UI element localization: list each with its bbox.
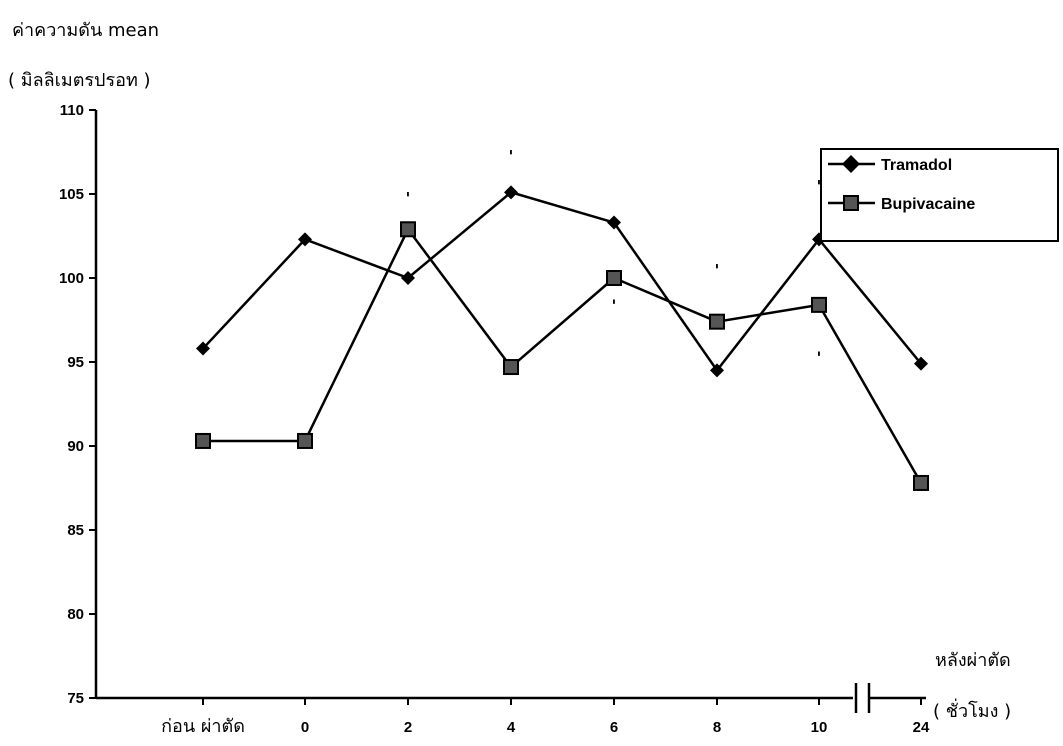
significance-mark: ' — [817, 348, 822, 367]
x-tick-label: ก่อน ผ่าตัด — [161, 716, 245, 737]
y-axis-label-line1: ค่าความดัน mean — [12, 20, 159, 41]
x-tick-label: 2 — [404, 719, 412, 736]
x-axis-label-line1: หลังผ่าตัด — [935, 650, 1011, 671]
y-tick-label: 110 — [60, 102, 84, 119]
series-line-tramadol — [202, 190, 922, 373]
x-tick-label: 4 — [507, 719, 516, 736]
x-tick-label: 24 — [913, 719, 930, 736]
data-point-bupivacaine — [400, 221, 416, 238]
x-axis-label-line2: ( ชั่วโมง ) — [933, 698, 1011, 722]
legend: Tramadol Bupivacaine — [820, 148, 1059, 242]
legend-label-tramadol: Tramadol — [881, 157, 952, 174]
y-axis-label-line2: ( มิลลิเมตรปรอท ) — [8, 70, 151, 91]
data-point-bupivacaine — [811, 296, 827, 313]
legend-box — [820, 148, 1059, 242]
data-point-tramadol — [710, 363, 724, 378]
data-point-tramadol — [914, 356, 928, 371]
series-line-bupivacaine — [203, 226, 923, 484]
x-tick-label: 10 — [811, 719, 828, 736]
data-point-bupivacaine — [913, 474, 929, 491]
significance-mark: ' — [406, 188, 411, 207]
x-axis-ticks: ก่อน ผ่าตัด 0 2 4 6 8 10 24 — [161, 698, 930, 737]
significance-mark: ' — [612, 296, 617, 315]
legend-item-bupivacaine: Bupivacaine — [828, 195, 975, 213]
data-point-tramadol — [504, 185, 518, 200]
chart-series — [195, 185, 929, 491]
data-point-bupivacaine — [297, 432, 313, 449]
legend-label-bupivacaine: Bupivacaine — [881, 196, 975, 213]
y-axis-ticks: 75 80 85 90 95 100 105 110 — [59, 102, 96, 707]
significance-mark: ' — [817, 177, 822, 196]
y-tick-label: 95 — [67, 354, 84, 371]
data-point-bupivacaine — [503, 359, 519, 376]
data-point-tramadol — [607, 215, 621, 230]
data-point-tramadol — [196, 341, 210, 356]
y-tick-label: 80 — [67, 606, 84, 623]
x-tick-label: 0 — [301, 719, 309, 736]
legend-marker-diamond — [842, 155, 860, 173]
significance-mark: ' — [715, 261, 720, 280]
data-point-tramadol — [401, 271, 415, 285]
data-point-bupivacaine — [709, 313, 725, 330]
y-tick-label: 100 — [59, 270, 84, 287]
x-tick-label: 6 — [610, 719, 618, 736]
data-point-tramadol — [298, 232, 312, 247]
x-tick-label: 8 — [713, 719, 721, 736]
data-point-bupivacaine — [195, 432, 211, 449]
significance-annotations: ' ' ' ' ' ' — [406, 146, 822, 367]
legend-item-tramadol: Tramadol — [828, 155, 952, 174]
y-tick-label: 85 — [67, 522, 84, 539]
chart-axes — [94, 110, 926, 713]
significance-mark: ' — [509, 146, 514, 165]
y-tick-label: 105 — [59, 186, 84, 203]
y-tick-label: 90 — [67, 438, 84, 455]
data-point-bupivacaine — [606, 270, 622, 286]
y-tick-label: 75 — [67, 690, 84, 707]
legend-marker-square — [843, 195, 859, 211]
